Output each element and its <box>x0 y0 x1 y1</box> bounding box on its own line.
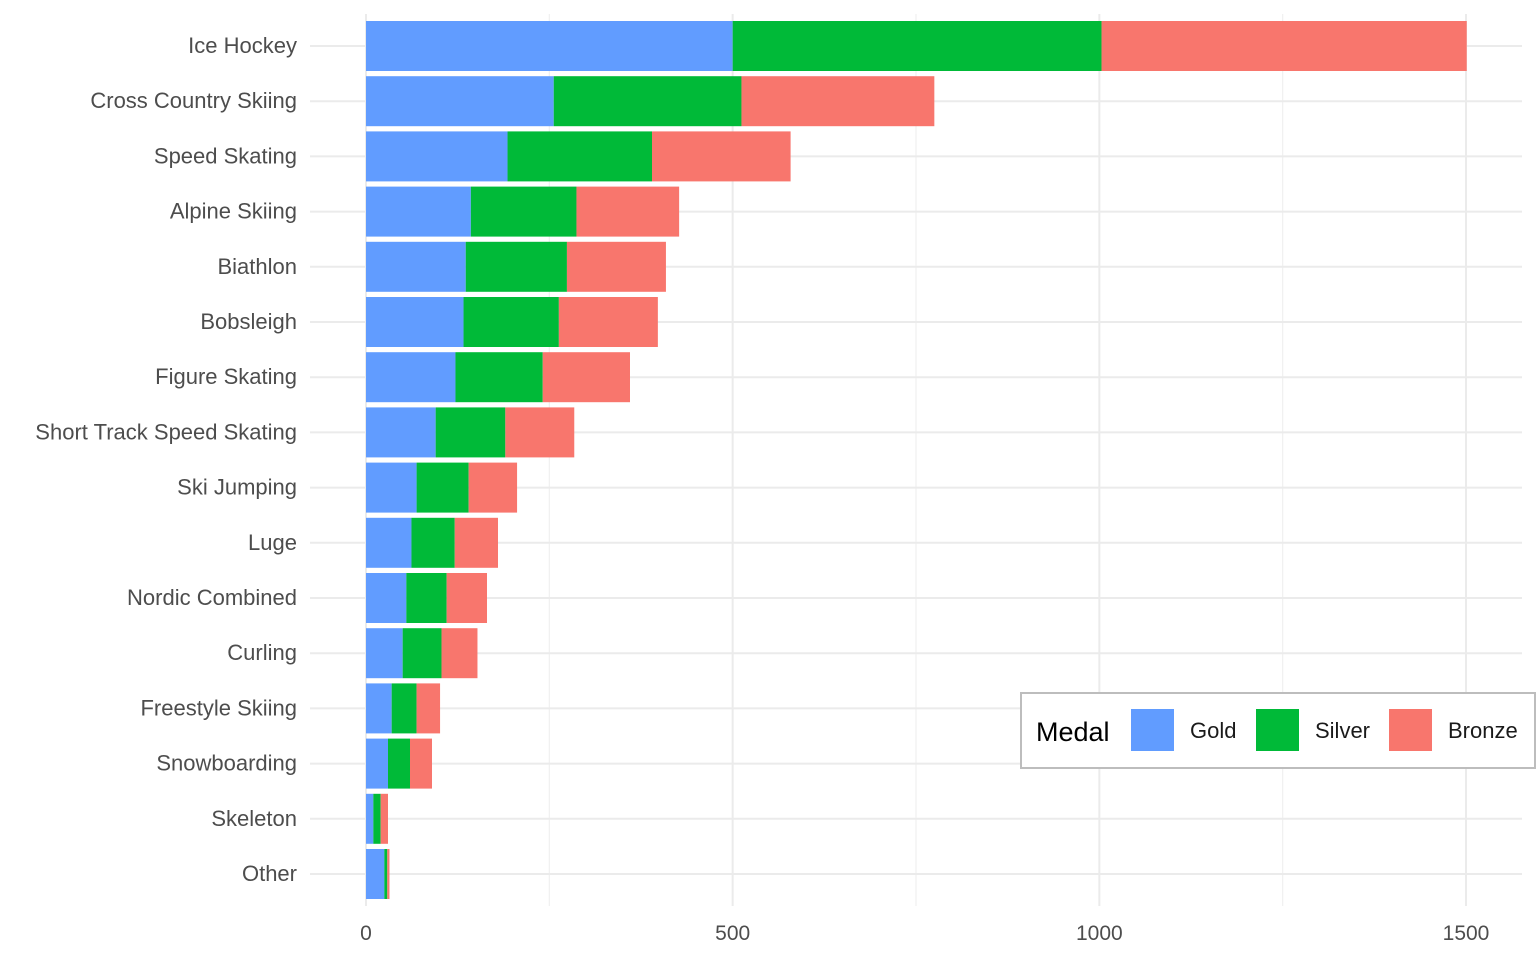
category-label: Snowboarding <box>156 751 297 776</box>
bar-gold-nordic-combined <box>366 573 407 623</box>
bar-gold-cross-country-skiing <box>366 76 554 127</box>
x-axis-labels: 0 500 1000 1500 <box>360 922 1489 945</box>
bar-silver-other <box>384 849 388 899</box>
bar-bronze-speed-skating <box>652 131 791 182</box>
category-label: Short Track Speed Skating <box>35 419 297 444</box>
category-label: Nordic Combined <box>127 585 297 610</box>
category-label: Bobsleigh <box>200 309 297 334</box>
bar-bronze-alpine-skiing <box>576 186 680 237</box>
bar-bronze-ice-hockey <box>1101 21 1467 71</box>
category-label: Speed Skating <box>154 143 297 168</box>
bar-gold-alpine-skiing <box>366 186 471 237</box>
bar-silver-nordic-combined <box>406 573 447 623</box>
legend-key-gold <box>1131 709 1174 751</box>
category-label: Ice Hockey <box>188 33 297 58</box>
bar-gold-freestyle-skiing <box>366 683 392 734</box>
bar-silver-figure-skating <box>455 352 543 403</box>
bar-silver-speed-skating <box>507 131 652 182</box>
bar-silver-curling <box>402 628 442 679</box>
category-label: Other <box>242 861 297 886</box>
bar-silver-bobsleigh <box>463 297 559 347</box>
bar-gold-curling <box>366 628 403 679</box>
bar-silver-short-track-speed-skating <box>435 407 506 458</box>
bar-gold-speed-skating <box>366 131 508 182</box>
legend-title: Medal <box>1036 717 1110 747</box>
bar-silver-skeleton <box>373 793 381 844</box>
legend-label-silver: Silver <box>1315 718 1370 743</box>
category-label: Ski Jumping <box>177 475 297 500</box>
category-label: Cross Country Skiing <box>90 88 297 113</box>
bar-bronze-other <box>387 849 390 899</box>
bar-silver-ski-jumping <box>416 462 469 513</box>
bar-bronze-skeleton <box>380 793 388 844</box>
bars-layer <box>366 21 1467 899</box>
category-label: Figure Skating <box>155 364 297 389</box>
y-axis-labels: Ice Hockey Cross Country Skiing Speed Skat… <box>35 33 297 886</box>
bar-silver-luge <box>411 517 455 568</box>
bar-gold-luge <box>366 517 412 568</box>
bar-gold-biathlon <box>366 241 466 292</box>
legend-label-bronze: Bronze <box>1448 718 1518 743</box>
bar-silver-snowboarding <box>388 738 410 789</box>
x-tick-label: 1500 <box>1443 922 1490 945</box>
bar-silver-biathlon <box>465 241 567 292</box>
bar-gold-bobsleigh <box>366 297 464 347</box>
legend: Medal Gold Silver Bronze <box>1020 692 1536 769</box>
bar-bronze-snowboarding <box>410 738 432 789</box>
bar-silver-ice-hockey <box>732 21 1102 71</box>
bar-silver-cross-country-skiing <box>553 76 742 127</box>
x-tick-label: 1000 <box>1076 922 1123 945</box>
bar-bronze-bobsleigh <box>558 297 658 347</box>
legend-key-silver <box>1256 709 1299 751</box>
bar-silver-alpine-skiing <box>470 186 577 237</box>
category-label: Luge <box>248 530 297 555</box>
bar-bronze-short-track-speed-skating <box>505 407 575 458</box>
category-label: Freestyle Skiing <box>140 695 297 720</box>
bar-bronze-cross-country-skiing <box>741 76 935 127</box>
bar-gold-other <box>366 849 385 899</box>
bar-gold-snowboarding <box>366 738 388 789</box>
bar-bronze-nordic-combined <box>446 573 487 623</box>
bar-gold-short-track-speed-skating <box>366 407 436 458</box>
bar-bronze-freestyle-skiing <box>416 683 441 734</box>
bar-bronze-figure-skating <box>542 352 630 403</box>
x-tick-label: 0 <box>360 922 372 945</box>
bar-gold-ice-hockey <box>366 21 733 71</box>
bar-silver-freestyle-skiing <box>391 683 417 734</box>
bar-gold-skeleton <box>366 793 374 844</box>
category-label: Alpine Skiing <box>170 199 297 224</box>
bar-bronze-ski-jumping <box>468 462 518 513</box>
legend-key-bronze <box>1389 709 1432 751</box>
bar-gold-ski-jumping <box>366 462 417 513</box>
category-label: Skeleton <box>211 806 297 831</box>
bar-bronze-luge <box>454 517 498 568</box>
bar-bronze-biathlon <box>566 241 666 292</box>
bar-bronze-curling <box>441 628 478 679</box>
category-label: Biathlon <box>217 254 297 279</box>
category-label: Curling <box>227 640 297 665</box>
legend-label-gold: Gold <box>1190 718 1236 743</box>
x-tick-label: 500 <box>715 922 750 945</box>
bar-gold-figure-skating <box>366 352 456 403</box>
